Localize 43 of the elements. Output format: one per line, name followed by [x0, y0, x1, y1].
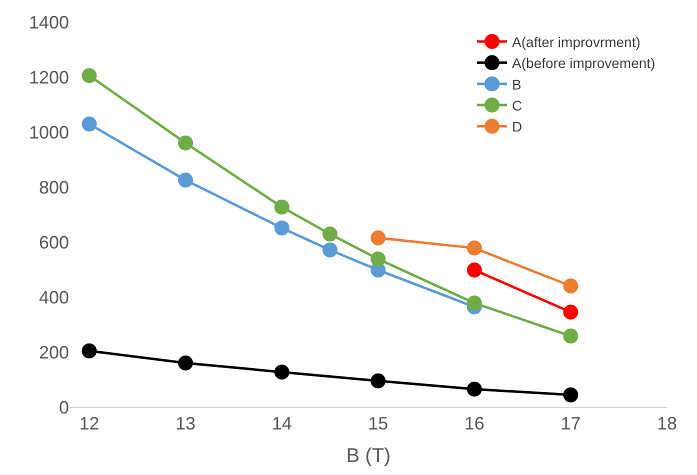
legend-label: B: [512, 76, 522, 92]
point: [563, 328, 578, 344]
legend-label: D: [512, 118, 522, 135]
point: [178, 172, 194, 188]
point: [82, 343, 97, 358]
point: [466, 240, 482, 256]
y-tick-label: 1400: [28, 12, 69, 32]
x-tick-label: 18: [656, 414, 678, 434]
y-tick-label: 0: [58, 397, 69, 418]
legend-label: A(before improvement): [512, 55, 656, 72]
x-tick-label: 13: [176, 414, 196, 434]
x-axis-title: B (T): [346, 445, 391, 468]
point: [82, 116, 97, 132]
point: [370, 230, 386, 246]
point: [274, 364, 290, 380]
legend-label: A(after improvrment): [512, 34, 640, 50]
point: [563, 304, 578, 320]
x-tick-label: 15: [368, 414, 388, 434]
point: [322, 226, 338, 242]
x-tick-label: 12: [79, 414, 100, 434]
point: [563, 278, 578, 294]
y-tick-label: 1000: [28, 122, 69, 142]
point: [466, 262, 482, 278]
x-tick-label: 17: [560, 414, 581, 434]
point: [274, 200, 290, 215]
point: [466, 382, 482, 397]
y-tick-label: 200: [38, 342, 69, 362]
y-tick-label: 800: [38, 177, 69, 198]
point: [466, 296, 482, 311]
legend-label: C: [512, 98, 522, 114]
point: [274, 220, 290, 236]
y-tick-label: 1200: [28, 67, 69, 88]
point: [82, 68, 97, 84]
point: [370, 252, 386, 267]
point: [178, 136, 194, 150]
x-tick-label: 16: [464, 414, 484, 434]
y-tick-label: 400: [38, 287, 69, 308]
x-tick-label: 14: [272, 414, 292, 434]
point: [370, 373, 386, 388]
point: [178, 356, 194, 370]
point: [322, 242, 338, 258]
point: [563, 387, 578, 402]
y-tick-label: 600: [38, 232, 69, 252]
